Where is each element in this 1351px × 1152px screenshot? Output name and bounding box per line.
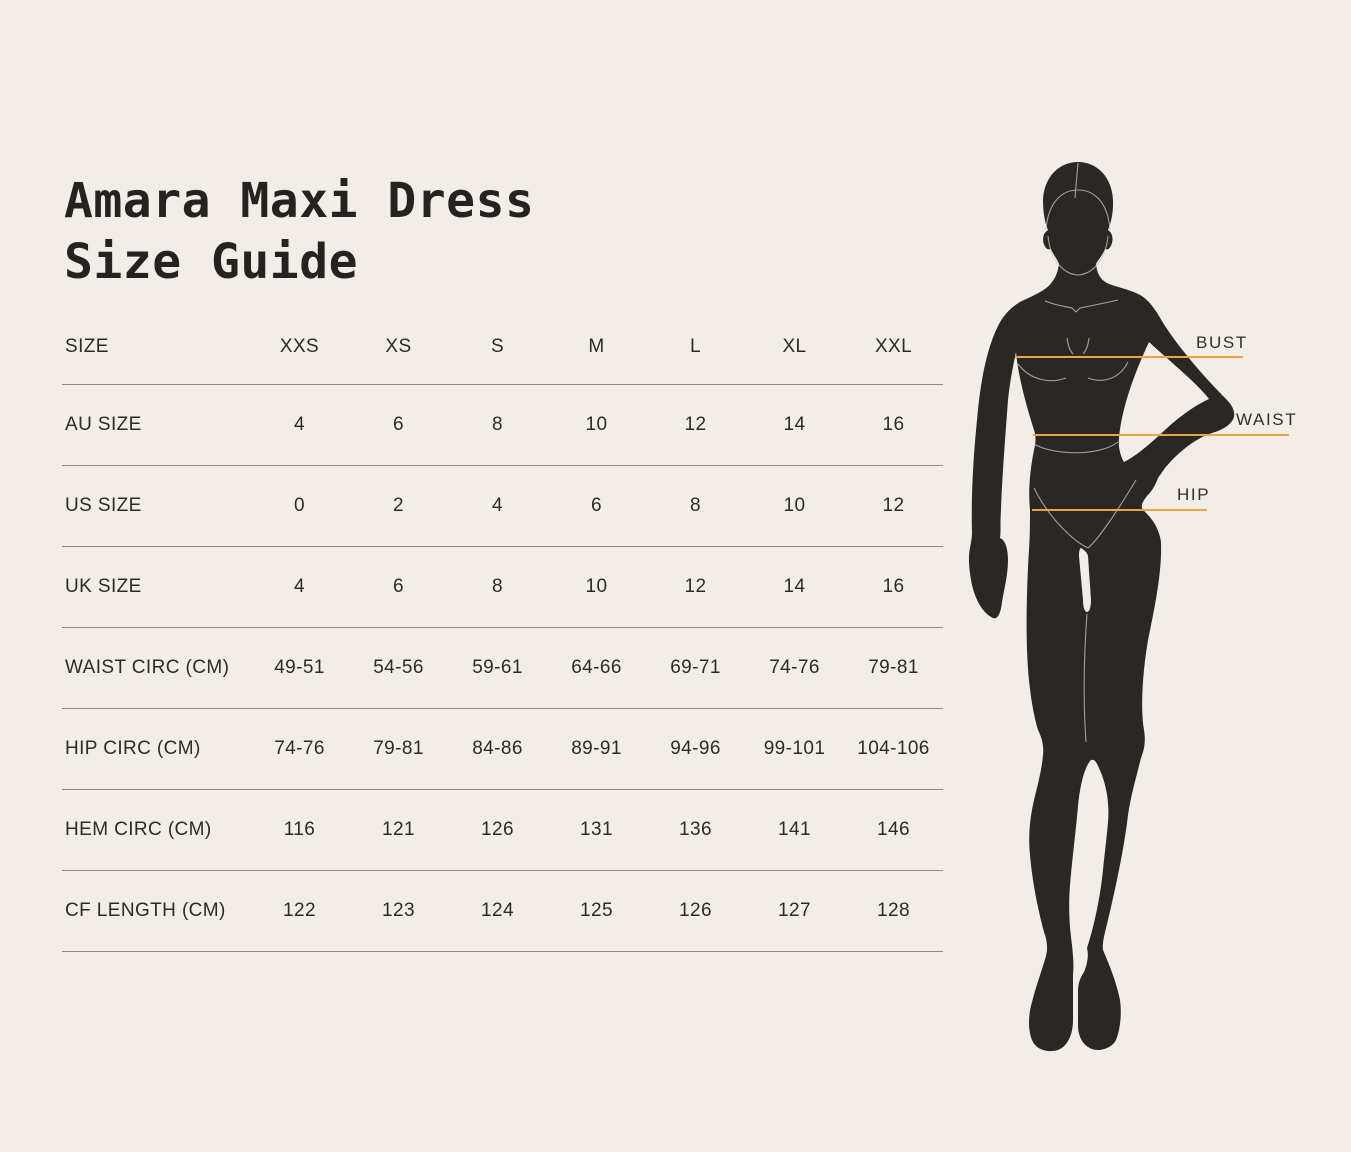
table-cell: 126 — [679, 900, 712, 921]
column-header-xxl: XXL — [874, 336, 913, 357]
table-row-us-size: US SIZE 0 2 4 6 8 10 12 — [62, 466, 943, 547]
table-cell: 99-101 — [763, 738, 826, 759]
table-cell: 74-76 — [274, 738, 325, 759]
bust-curves — [1017, 361, 1129, 382]
table-cell: 12 — [684, 576, 707, 597]
table-cell: 0 — [294, 495, 305, 516]
column-header-xs: XS — [385, 336, 412, 357]
table-cell: 4 — [294, 576, 305, 597]
table-cell: 127 — [778, 900, 811, 921]
page-title-line2: Size Guide — [64, 234, 358, 290]
bust-label: BUST — [1196, 333, 1248, 352]
row-label: US SIZE — [65, 495, 142, 516]
page-title-line1: Amara Maxi Dress — [64, 173, 535, 229]
hip-label: HIP — [1177, 485, 1211, 504]
hip-measure-line — [1032, 509, 1207, 511]
table-row-uk-size: UK SIZE 4 6 8 10 12 14 16 — [62, 547, 943, 628]
inner-leg-line — [1083, 613, 1088, 743]
table-cell: 4 — [492, 495, 503, 516]
table-row-au-size: AU SIZE 4 6 8 10 12 14 16 — [62, 385, 943, 466]
waist-curve — [1033, 441, 1119, 454]
table-cell: 94-96 — [670, 738, 721, 759]
table-cell: 14 — [783, 414, 806, 435]
bikini-line — [1033, 479, 1137, 549]
table-cell: 125 — [580, 900, 613, 921]
table-cell: 16 — [882, 414, 905, 435]
silhouette-body-shape — [968, 162, 1235, 1052]
collarbone-line — [1044, 299, 1119, 313]
row-label: CF LENGTH (CM) — [65, 900, 226, 921]
table-cell: 128 — [877, 900, 910, 921]
hairline-arc — [1045, 189, 1111, 231]
table-cell: 16 — [882, 576, 905, 597]
table-cell: 64-66 — [571, 657, 622, 678]
table-cell: 126 — [481, 819, 514, 840]
table-cell: 104-106 — [857, 738, 930, 759]
table-cell: 10 — [585, 576, 608, 597]
column-header-s: S — [490, 336, 505, 357]
silhouette-detail-lines — [1017, 162, 1137, 743]
table-cell: 123 — [382, 900, 415, 921]
table-cell: 131 — [580, 819, 613, 840]
sternum-lines — [1066, 337, 1090, 355]
face-outline — [1047, 235, 1109, 276]
page-title: Amara Maxi Dress Size Guide — [64, 171, 534, 293]
table-cell: 10 — [783, 495, 806, 516]
waist-measure-line — [1033, 434, 1289, 436]
column-header-xl: XL — [782, 336, 807, 357]
bust-measure-line — [1015, 356, 1243, 358]
table-cell: 8 — [492, 576, 503, 597]
table-cell: 89-91 — [571, 738, 622, 759]
table-cell: 79-81 — [373, 738, 424, 759]
size-table-header-row: SIZE XXS XS S M L XL XXL — [62, 310, 943, 385]
table-row-hip-circ: HIP CIRC (CM) 74-76 79-81 84-86 89-91 94… — [62, 709, 943, 790]
table-cell: 121 — [382, 819, 415, 840]
table-cell: 116 — [283, 819, 316, 840]
table-row-cf-length: CF LENGTH (CM) 122 123 124 125 126 127 1… — [62, 871, 943, 952]
table-cell: 6 — [393, 414, 404, 435]
row-label: HIP CIRC (CM) — [65, 738, 201, 759]
table-cell: 69-71 — [670, 657, 721, 678]
table-cell: 136 — [679, 819, 712, 840]
table-cell: 4 — [294, 414, 305, 435]
table-row-hem-circ: HEM CIRC (CM) 116 121 126 131 136 141 14… — [62, 790, 943, 871]
table-cell: 12 — [882, 495, 905, 516]
size-table: SIZE XXS XS S M L XL XXL AU SIZE 4 6 8 1… — [62, 310, 943, 952]
table-cell: 49-51 — [274, 657, 325, 678]
table-cell: 12 — [684, 414, 707, 435]
table-cell: 74-76 — [769, 657, 820, 678]
table-cell: 59-61 — [472, 657, 523, 678]
table-cell: 141 — [778, 819, 811, 840]
column-header-size: SIZE — [65, 336, 109, 357]
table-cell: 2 — [393, 495, 404, 516]
column-header-l: L — [690, 336, 701, 357]
table-cell: 79-81 — [868, 657, 919, 678]
table-cell: 124 — [481, 900, 514, 921]
table-cell: 122 — [283, 900, 316, 921]
table-cell: 6 — [393, 576, 404, 597]
hair-part-line — [1074, 162, 1079, 199]
table-row-waist-circ: WAIST CIRC (CM) 49-51 54-56 59-61 64-66 … — [62, 628, 943, 709]
body-silhouette-figure — [968, 162, 1235, 1052]
table-cell: 8 — [690, 495, 701, 516]
column-header-m: M — [588, 336, 605, 357]
table-cell: 8 — [492, 414, 503, 435]
column-header-xxs: XXS — [279, 336, 320, 357]
row-label: UK SIZE — [65, 576, 142, 597]
table-cell: 6 — [591, 495, 602, 516]
table-cell: 54-56 — [373, 657, 424, 678]
waist-label: WAIST — [1236, 410, 1298, 429]
row-label: WAIST CIRC (CM) — [65, 657, 230, 678]
table-cell: 10 — [585, 414, 608, 435]
table-cell: 84-86 — [472, 738, 523, 759]
row-label: HEM CIRC (CM) — [65, 819, 212, 840]
table-cell: 146 — [877, 819, 910, 840]
row-label: AU SIZE — [65, 414, 142, 435]
table-cell: 14 — [783, 576, 806, 597]
